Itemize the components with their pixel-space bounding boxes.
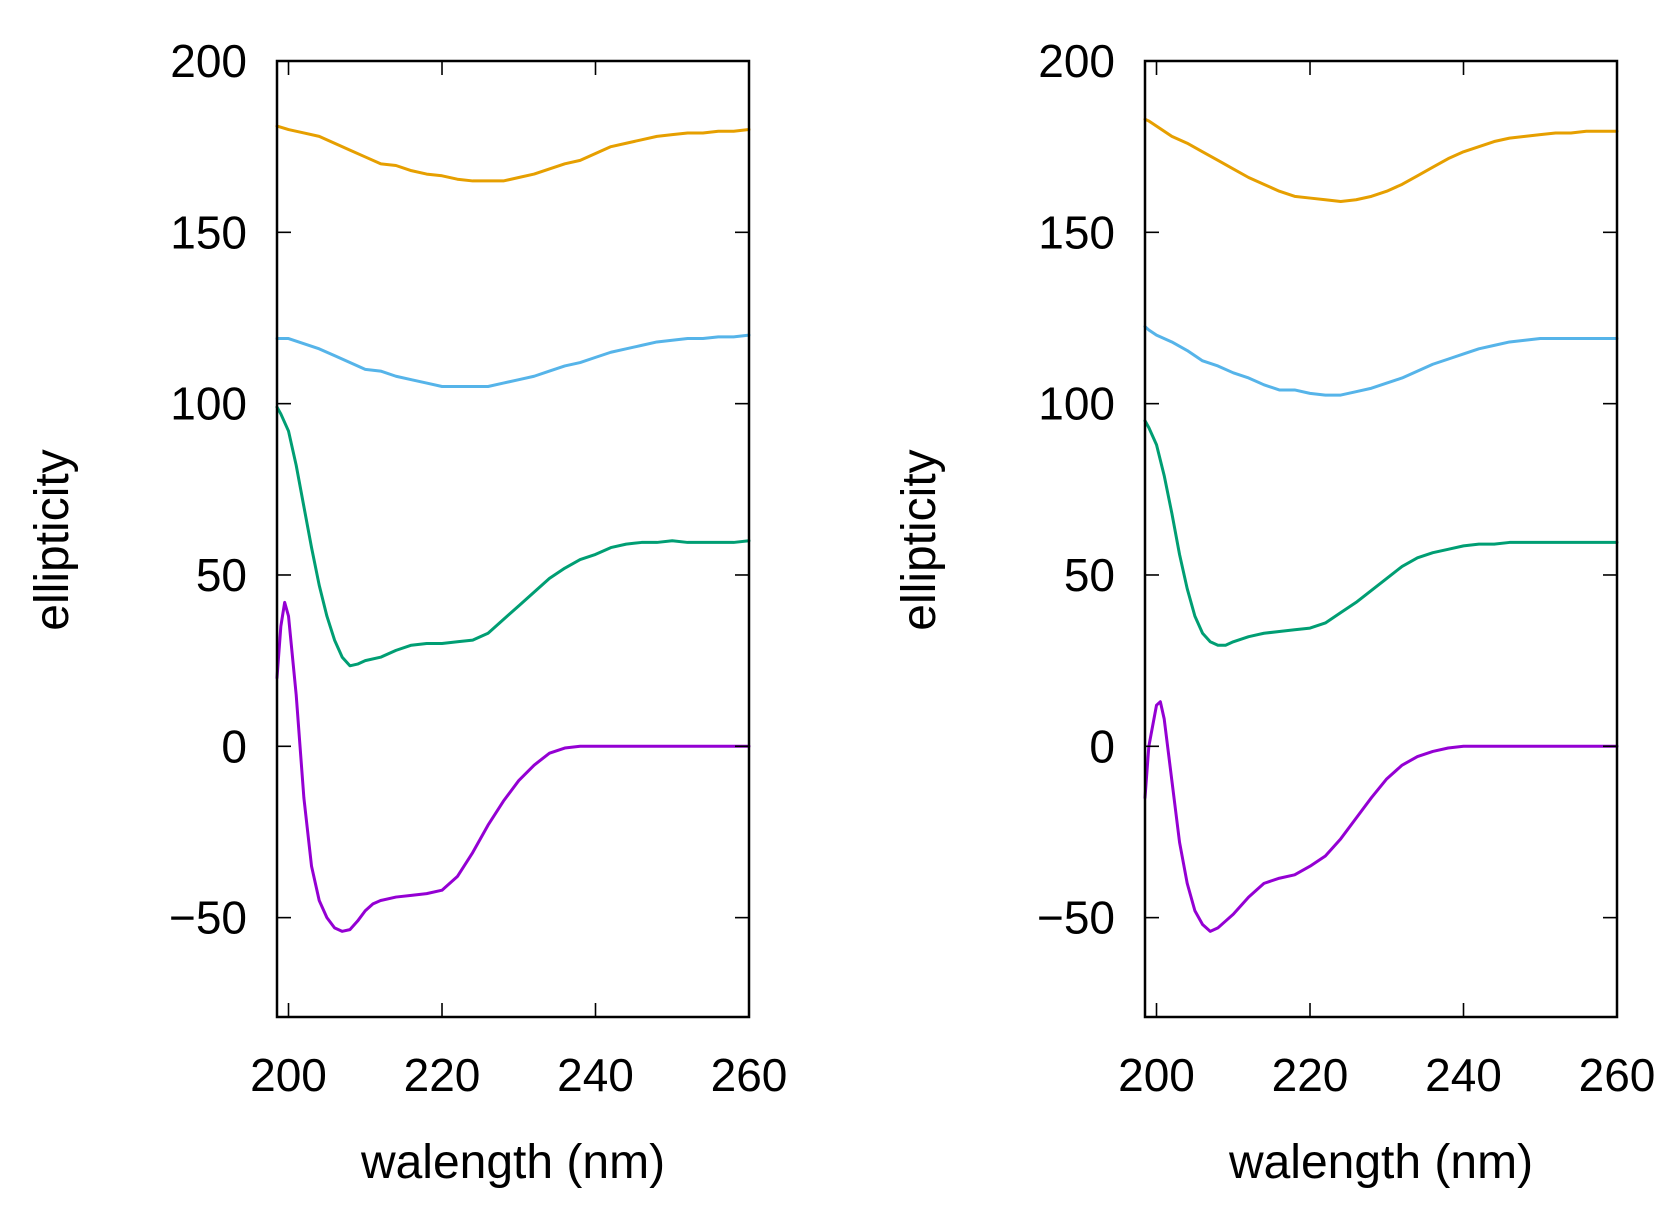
y-tick-label: 200 bbox=[1038, 35, 1115, 87]
y-tick-label: 100 bbox=[170, 378, 247, 430]
x-tick-label: 240 bbox=[557, 1049, 634, 1101]
y-tick-label: 150 bbox=[170, 206, 247, 258]
y-tick-label: −50 bbox=[169, 892, 247, 944]
series-line-blue bbox=[1143, 325, 1619, 397]
y-tick-label: 50 bbox=[196, 549, 247, 601]
x-tick-label: 260 bbox=[1579, 1049, 1656, 1101]
y-tick-label: 0 bbox=[221, 720, 247, 772]
x-tick-label: 200 bbox=[1118, 1049, 1195, 1101]
series-line-purple bbox=[275, 600, 751, 933]
series-line-green bbox=[1143, 419, 1619, 647]
series-line-orange bbox=[1143, 117, 1619, 203]
series-line-orange bbox=[275, 124, 751, 183]
x-tick-label: 260 bbox=[711, 1049, 788, 1101]
series-line-green bbox=[275, 405, 751, 668]
x-axis-title: walength (nm) bbox=[360, 1136, 665, 1189]
y-tick-label: 200 bbox=[170, 35, 247, 87]
x-tick-label: 220 bbox=[1272, 1049, 1349, 1101]
x-tick-label: 240 bbox=[1425, 1049, 1502, 1101]
y-tick-label: 50 bbox=[1064, 549, 1115, 601]
chart-panel-2: 200 150 100 50 0 −50 200 220 240 260 walength (nm)… bbox=[893, 35, 1655, 1189]
y-tick-label: 100 bbox=[1038, 378, 1115, 430]
y-axis-title: ellipticity bbox=[893, 449, 946, 630]
x-axis-title: walength (nm) bbox=[1228, 1136, 1533, 1189]
y-tick-label: −50 bbox=[1037, 892, 1115, 944]
plot-frame bbox=[1143, 59, 1619, 1019]
chart-panel-1: 200 150 100 50 0 −50 200 220 240 260 walength (nm)… bbox=[26, 35, 787, 1189]
plot-frame bbox=[275, 59, 751, 1019]
series-line-blue bbox=[275, 333, 751, 389]
y-axis-title: ellipticity bbox=[26, 449, 79, 630]
y-tick-label: 0 bbox=[1089, 720, 1115, 772]
y-tick-label: 150 bbox=[1038, 206, 1115, 258]
series-line-purple bbox=[1143, 700, 1619, 933]
x-tick-label: 220 bbox=[404, 1049, 481, 1101]
x-tick-label: 200 bbox=[250, 1049, 327, 1101]
